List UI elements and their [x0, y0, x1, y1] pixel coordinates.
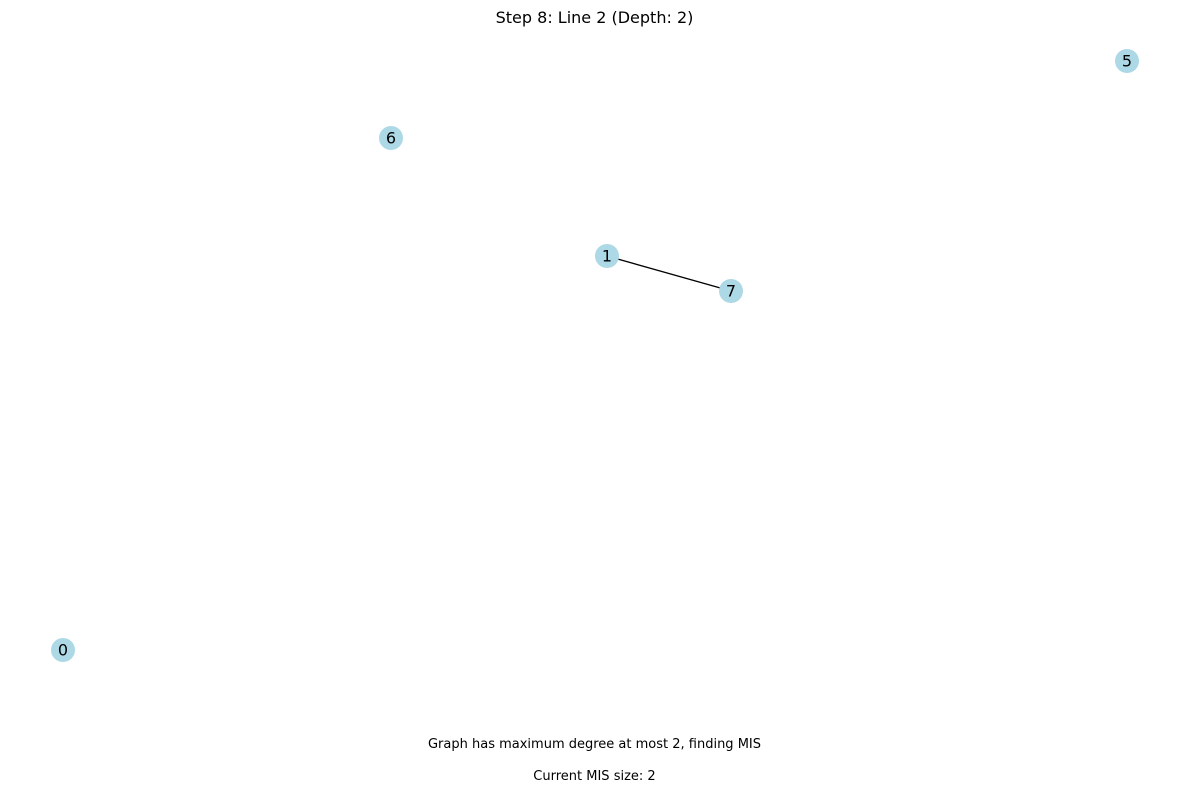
node-label: 5 — [1122, 52, 1132, 71]
node-label: 1 — [602, 247, 612, 266]
node-circle — [51, 638, 75, 662]
figure-title: Step 8: Line 2 (Depth: 2) — [495, 8, 694, 27]
node-circle — [719, 279, 743, 303]
edge-1-7 — [606, 255, 732, 292]
graph-node-6: 6 — [379, 126, 403, 150]
node-layer: 0 1 5 6 7 — [51, 49, 1139, 662]
graph-node-5: 5 — [1115, 49, 1139, 73]
node-label: 6 — [386, 129, 396, 148]
graph-node-0: 0 — [51, 638, 75, 662]
node-label: 7 — [726, 282, 736, 301]
mis-size-text: Current MIS size: 2 — [533, 769, 656, 784]
edge-layer — [606, 255, 732, 292]
node-circle — [379, 126, 403, 150]
node-label: 0 — [58, 641, 68, 660]
status-text: Graph has maximum degree at most 2, find… — [427, 737, 761, 752]
node-circle — [1115, 49, 1139, 73]
graph-node-7: 7 — [719, 279, 743, 303]
node-circle — [595, 244, 619, 268]
graph-node-1: 1 — [595, 244, 619, 268]
